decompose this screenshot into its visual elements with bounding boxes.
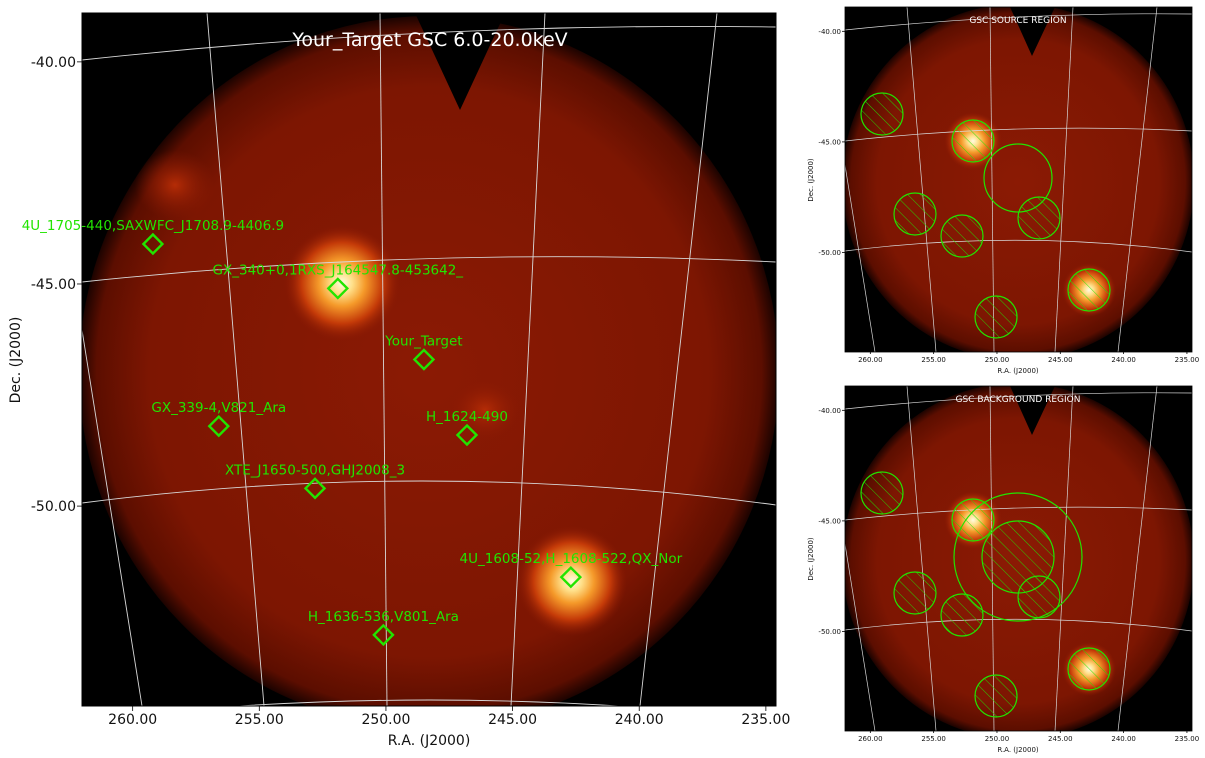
source-panel-x-label: R.A. (J2000)	[997, 367, 1039, 375]
x-tick-label: 245.00	[1048, 356, 1073, 364]
fov-notch	[415, 13, 505, 110]
excluded-region-circles	[860, 471, 1111, 718]
diamond-marker-icon	[207, 414, 230, 438]
source-marker: GX_339-4,V821_Ara	[151, 400, 286, 438]
source-region-panel: GSC SOURCE REGION 260.00 255.00 250.00 245.…	[807, 6, 1199, 375]
background-region-panel: GSC BACKGROUND REGION 260.00 255.00 250.00…	[807, 385, 1199, 754]
background-panel-x-ticks: 260.00 255.00 250.00 245.00 240.00 235.00	[858, 730, 1199, 743]
y-tick-label: -50.00	[31, 499, 76, 515]
source-panel-y-label: Dec. (J2000)	[807, 158, 815, 202]
source-marker: GX_340+0,1RXS_J164547.8-453642_	[213, 262, 464, 300]
faint-emission	[135, 150, 215, 220]
y-tick-label: -50.00	[818, 249, 841, 257]
source-label: XTE_J1650-500,GHJ2008_3	[225, 462, 405, 478]
y-tick-label: -40.00	[818, 28, 841, 36]
main-y-axis-label: Dec. (J2000)	[8, 317, 24, 404]
background-panel-y-ticks: -40.00 -45.00 -50.00	[818, 407, 845, 636]
source-marker: XTE_J1650-500,GHJ2008_3	[225, 462, 405, 500]
main-sky-image	[82, 13, 776, 706]
source-panel-x-ticks: 260.00 255.00 250.00 245.00 240.00 235.00	[858, 351, 1199, 364]
source-panel-sky-image	[845, 7, 1192, 352]
background-panel-title: GSC BACKGROUND REGION	[956, 395, 1081, 405]
x-tick-label: 245.00	[1048, 735, 1073, 743]
x-tick-label: 240.00	[615, 712, 664, 728]
diamond-marker-icon	[412, 348, 436, 371]
x-tick-label: 260.00	[858, 356, 883, 364]
source-label: 4U_1705-440,SAXWFC_J1708.9-4406.9	[22, 218, 284, 234]
main-x-tick-labels: 260.00 255.00 250.00 245.00 240.00 235.00	[108, 706, 790, 728]
source-label: GX_340+0,1RXS_J164547.8-453642_	[213, 262, 464, 278]
source-marker: H_1636-536,V801_Ara	[308, 609, 459, 647]
x-tick-label: 240.00	[1111, 735, 1136, 743]
diamond-marker-icon	[559, 565, 583, 589]
background-panel-x-label: R.A. (J2000)	[997, 746, 1039, 754]
x-tick-label: 250.00	[985, 356, 1010, 364]
source-marker: H_1624-490	[426, 409, 508, 447]
main-x-axis-label: R.A. (J2000)	[388, 733, 471, 749]
coordinate-grid	[82, 13, 776, 706]
x-tick-label: 245.00	[488, 712, 537, 728]
source-panel-y-ticks: -40.00 -45.00 -50.00	[818, 28, 845, 257]
source-label: GX_339-4,V821_Ara	[151, 400, 286, 416]
y-tick-label: -40.00	[818, 407, 841, 415]
background-panel-sky-image	[845, 386, 1192, 731]
fov-disk	[82, 16, 776, 706]
region-circles	[860, 92, 1111, 339]
x-tick-label: 240.00	[1111, 356, 1136, 364]
source-panel-title: GSC SOURCE REGION	[969, 16, 1066, 26]
y-tick-label: -45.00	[31, 277, 76, 293]
source-label: 4U_1608-52,H_1608-522,QX_Nor	[460, 551, 683, 567]
source-marker: 4U_1705-440,SAXWFC_J1708.9-4406.9	[22, 218, 284, 256]
main-frame	[81, 12, 777, 707]
x-tick-label: 255.00	[921, 735, 946, 743]
bright-source-4u1608	[517, 526, 627, 636]
x-tick-label: 250.00	[361, 712, 410, 728]
y-tick-label: -50.00	[818, 628, 841, 636]
main-panel: Your_Target GSC 6.0-20.0keV 4U_1705-440,…	[8, 12, 790, 749]
x-tick-label: 235.00	[1175, 356, 1200, 364]
source-label: H_1636-536,V801_Ara	[308, 609, 459, 625]
x-tick-label: 250.00	[985, 735, 1010, 743]
x-tick-label: 260.00	[858, 735, 883, 743]
x-tick-label: 260.00	[108, 712, 157, 728]
x-tick-label: 255.00	[235, 712, 284, 728]
y-tick-label: -45.00	[818, 138, 841, 146]
diamond-marker-icon	[326, 277, 350, 300]
x-tick-label: 255.00	[921, 356, 946, 364]
source-markers: 4U_1705-440,SAXWFC_J1708.9-4406.9 GX_340+…	[22, 218, 683, 647]
main-title: Your_Target GSC 6.0-20.0keV	[291, 29, 567, 51]
y-tick-label: -40.00	[31, 55, 76, 71]
x-tick-label: 235.00	[1175, 735, 1200, 743]
source-marker: Your_Target	[384, 334, 463, 371]
background-annulus-outer	[953, 492, 1083, 622]
diamond-marker-icon	[372, 623, 395, 647]
main-y-tick-labels: -40.00 -45.00 -50.00	[31, 55, 82, 515]
diamond-marker-icon	[141, 232, 165, 256]
source-marker: 4U_1608-52,H_1608-522,QX_Nor	[460, 551, 683, 589]
source-region-circle	[983, 143, 1053, 213]
x-tick-label: 235.00	[741, 712, 790, 728]
background-panel-y-label: Dec. (J2000)	[807, 537, 815, 581]
source-label: H_1624-490	[426, 409, 508, 425]
y-tick-label: -45.00	[818, 517, 841, 525]
source-label: Your_Target	[384, 334, 462, 350]
diamond-marker-icon	[455, 423, 479, 447]
diamond-marker-icon	[303, 477, 327, 500]
